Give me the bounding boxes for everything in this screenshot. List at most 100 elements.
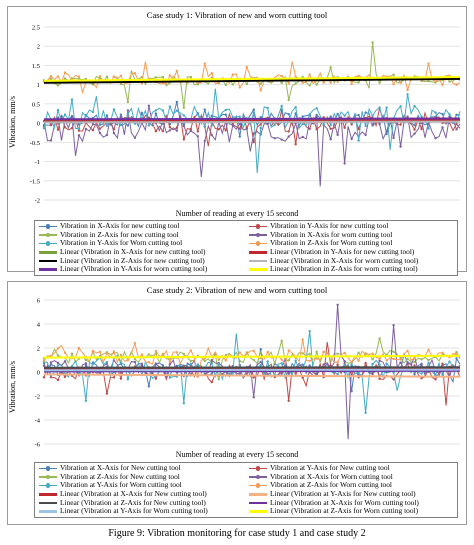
data-point: [112, 350, 116, 353]
data-point: [154, 76, 158, 79]
data-point: [420, 127, 423, 131]
data-point: [49, 139, 53, 142]
data-point: [357, 81, 360, 84]
data-point: [126, 100, 130, 104]
data-point: [245, 372, 248, 375]
data-point: [364, 111, 367, 114]
legend-swatch: [39, 265, 57, 273]
data-point: [196, 363, 200, 366]
data-point: [399, 358, 402, 361]
data-point: [84, 114, 88, 118]
data-point: [287, 399, 290, 402]
data-point: [385, 362, 388, 365]
data-point: [175, 69, 179, 73]
data-point: [434, 80, 437, 83]
data-point: [91, 129, 95, 132]
data-point: [371, 362, 374, 366]
data-point: [308, 127, 311, 130]
legend-item: Vibration at X-Axis for Worn cutting too…: [249, 473, 453, 482]
data-point: [203, 357, 207, 360]
data-point: [301, 363, 304, 366]
data-point: [224, 359, 227, 362]
data-point: [140, 111, 144, 115]
legend-label: Linear (Vibration at Y-Axis for New cutt…: [270, 489, 416, 499]
data-point: [224, 113, 227, 116]
data-point: [238, 135, 241, 138]
data-point: [56, 361, 60, 365]
data-point: [147, 353, 151, 356]
data-point: [364, 353, 367, 356]
data-point: [357, 139, 360, 142]
data-point: [245, 352, 248, 355]
data-point: [231, 83, 234, 86]
trend-line: [43, 120, 461, 124]
data-point: [441, 112, 444, 116]
data-point: [147, 361, 151, 364]
data-point: [343, 126, 346, 129]
data-point: [413, 364, 416, 367]
data-point: [399, 105, 402, 108]
data-point: [203, 125, 207, 128]
data-point: [420, 363, 423, 366]
data-point: [189, 349, 193, 352]
data-point: [301, 352, 304, 355]
data-point: [210, 372, 213, 375]
data-point: [189, 129, 193, 132]
data-point: [126, 358, 130, 362]
y-tick-label: 4: [37, 322, 41, 329]
data-point: [189, 127, 193, 131]
data-point: [224, 129, 227, 132]
legend-swatch: [249, 464, 267, 472]
legend-item: Linear (Vibration in Y-Axis for worn cut…: [39, 265, 243, 274]
data-point: [322, 123, 325, 126]
data-point: [63, 360, 67, 363]
legend-label: Linear (Vibration at Z-Axis for Worn cut…: [270, 506, 419, 516]
trend-line: [43, 373, 461, 378]
data-point: [182, 138, 186, 141]
data-point: [378, 377, 381, 381]
legend-item: Vibration in X-Axis for worn cutting too…: [249, 231, 453, 240]
trend-line: [43, 119, 461, 123]
data-point: [315, 357, 318, 360]
data-point: [105, 124, 109, 127]
data-point: [154, 377, 158, 380]
data-point: [413, 124, 416, 127]
data-point: [392, 73, 395, 76]
data-point: [77, 75, 81, 78]
data-point: [140, 353, 144, 356]
legend-label: Linear (Vibration in Z-Axis for worn cut…: [270, 264, 418, 274]
data-point: [42, 127, 46, 130]
data-point: [224, 353, 227, 357]
legend-swatch: [249, 239, 267, 247]
data-point: [336, 112, 339, 116]
data-point: [252, 376, 255, 379]
legend-label: Vibration in X-Axis for worn cutting too…: [270, 230, 393, 239]
legend-label: Vibration at X-Axis for New cutting tool: [60, 464, 181, 473]
data-point: [399, 123, 402, 126]
data-point: [315, 83, 318, 86]
data-point: [63, 351, 67, 354]
trend-line: [43, 75, 461, 82]
data-point: [371, 352, 374, 355]
data-point: [161, 109, 165, 112]
data-point: [455, 83, 458, 86]
data-point: [119, 113, 123, 116]
y-tick-label: 1: [37, 82, 40, 89]
data-point: [217, 358, 220, 362]
data-point: [42, 359, 46, 363]
data-point: [399, 361, 402, 364]
data-point: [182, 124, 186, 128]
data-point: [308, 352, 311, 356]
data-point: [203, 359, 207, 363]
data-point: [119, 377, 123, 380]
data-point: [161, 364, 165, 367]
data-point: [287, 113, 290, 116]
data-point: [112, 75, 116, 78]
data-point: [392, 378, 395, 381]
data-point: [280, 74, 283, 78]
data-point: [392, 371, 395, 374]
data-point: [175, 100, 179, 104]
data-point: [280, 362, 283, 365]
data-point: [329, 124, 332, 127]
data-point: [119, 115, 123, 119]
